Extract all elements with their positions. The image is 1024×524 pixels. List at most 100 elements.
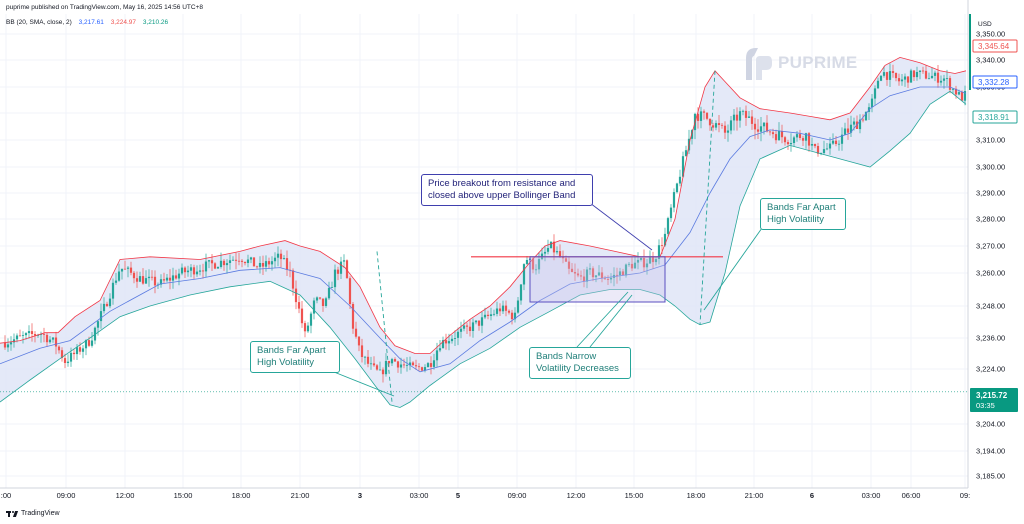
last-price-label: 3,215.72	[976, 391, 1008, 400]
candle-body	[360, 345, 364, 357]
candle-body	[744, 110, 748, 118]
candle-body	[831, 140, 835, 144]
candle-body	[102, 303, 106, 312]
annotation-breakout-line-2: closed above upper Bollinger Band	[428, 190, 576, 201]
candle-body	[459, 328, 463, 332]
candle-body	[876, 80, 880, 89]
candle-body	[258, 263, 262, 267]
candle-body	[171, 275, 175, 281]
candle-body	[621, 271, 625, 276]
candle-body	[300, 308, 304, 324]
candle-body	[597, 272, 601, 276]
candle-body	[246, 259, 250, 263]
puprime-logo-icon	[746, 48, 772, 80]
candle-body	[627, 263, 631, 265]
candle-body	[111, 282, 115, 299]
candle-body	[159, 279, 163, 285]
candle-body	[198, 270, 202, 272]
candle-body	[849, 124, 853, 133]
candle-body	[30, 331, 34, 334]
price-tick-label: 3,224.00	[976, 365, 1005, 374]
candle-body	[333, 269, 337, 288]
candle-body	[672, 192, 676, 208]
candle-body	[924, 70, 928, 79]
candle-body	[513, 312, 517, 320]
annotation-far-apart-left[interactable]: Bands Far Apart High Volatility	[250, 341, 340, 373]
candle-body	[252, 257, 256, 267]
candle-body	[366, 356, 370, 364]
candle-body	[426, 363, 430, 368]
candle-body	[963, 91, 967, 101]
candle-body	[684, 150, 688, 157]
candle-body	[60, 350, 64, 358]
candle-body	[708, 118, 712, 126]
candle-body	[150, 276, 154, 278]
candle-body	[792, 137, 796, 143]
candle-body	[282, 258, 286, 259]
time-tick-label: 12:00	[116, 491, 135, 500]
candle-body	[297, 302, 301, 309]
candle-body	[786, 142, 790, 145]
connector-narrow-1	[576, 291, 629, 348]
candle-body	[723, 125, 727, 133]
candle-body	[912, 70, 916, 78]
candle-body	[486, 314, 490, 316]
price-tag-box	[972, 110, 1018, 124]
candle-body	[945, 78, 949, 79]
candle-body	[957, 92, 961, 95]
candle-body	[354, 328, 358, 337]
candle-body	[726, 130, 730, 133]
tradingview-footer[interactable]: TradingView	[6, 510, 60, 517]
candle-body	[162, 279, 166, 281]
candle-body	[519, 284, 523, 301]
price-tick-label: 3,300.00	[976, 163, 1005, 172]
annotation-narrow[interactable]: Bands Narrow Volatility Decreases	[529, 347, 631, 379]
candle-body	[90, 340, 94, 346]
candle-body	[18, 335, 22, 337]
candle-body	[768, 131, 772, 133]
annotation-breakout[interactable]: Price breakout from resistance and close…	[421, 174, 593, 206]
candle-body	[915, 72, 919, 78]
time-tick-label: 03:00	[410, 491, 429, 500]
candle-body	[405, 365, 409, 366]
candle-body	[399, 364, 403, 368]
brand-watermark: PUPRIME	[742, 46, 858, 80]
candle-body	[780, 131, 784, 138]
candle-body	[810, 144, 814, 146]
candle-body	[636, 259, 640, 263]
candle-body	[594, 275, 598, 278]
candle-body	[552, 241, 556, 253]
candle-body	[642, 258, 646, 268]
candle-body	[657, 245, 661, 259]
candle-body	[504, 305, 508, 311]
candle-body	[480, 317, 484, 326]
candle-body	[174, 275, 178, 279]
candle-body	[21, 335, 25, 336]
candle-body	[96, 321, 100, 328]
candle-body	[906, 76, 910, 83]
candle-body	[201, 270, 205, 272]
candle-body	[525, 260, 529, 265]
candle-body	[129, 267, 133, 273]
candle-body	[645, 263, 649, 268]
candle-body	[12, 339, 16, 343]
indicator-upper-value: 3,224.97	[110, 19, 136, 26]
candle-body	[822, 149, 826, 153]
bollinger-band-fill	[0, 57, 966, 408]
candle-body	[183, 267, 187, 273]
candle-body	[75, 347, 79, 355]
candle-body	[276, 253, 280, 258]
candle-body	[861, 119, 865, 121]
candle-body	[711, 125, 715, 128]
candle-body	[954, 88, 958, 95]
indicator-legend[interactable]: BB (20, SMA, close, 2) 3,217.61 3,224.97…	[6, 19, 173, 26]
candle-body	[294, 288, 298, 303]
candle-body	[420, 367, 424, 371]
candle-body	[522, 264, 526, 285]
candle-body	[189, 267, 193, 271]
candle-body	[729, 120, 733, 131]
candle-body	[51, 337, 55, 340]
annotation-far-apart-right[interactable]: Bands Far Apart High Volatility	[760, 198, 846, 230]
candle-body	[681, 156, 685, 177]
